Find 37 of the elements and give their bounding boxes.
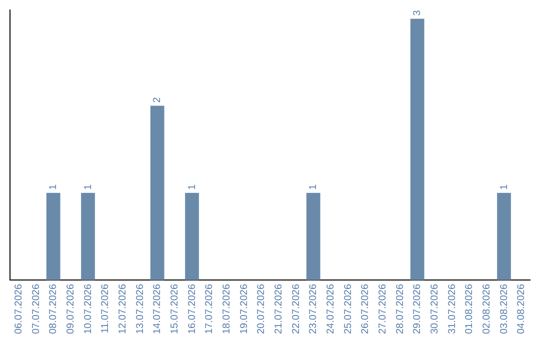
x-tick-label: 31.07.2026	[446, 284, 458, 334]
x-tick-label: 04.08.2026	[516, 284, 528, 334]
x-tick-label: 14.07.2026	[152, 284, 164, 334]
x-tick-label: 10.07.2026	[82, 284, 94, 334]
x-tick-label: 13.07.2026	[134, 284, 146, 334]
x-tick-label: 25.07.2026	[342, 284, 354, 334]
x-tick-label: 20.07.2026	[256, 284, 268, 334]
x-tick-label: 26.07.2026	[360, 284, 372, 334]
x-tick-label: 08.07.2026	[48, 284, 60, 334]
data-label: 1	[186, 184, 198, 190]
x-tick-label: 15.07.2026	[169, 284, 180, 334]
x-tick-label: 09.07.2026	[65, 284, 76, 334]
x-tick-label: 27.07.2026	[377, 284, 388, 334]
x-tick-label: 29.07.2026	[412, 284, 424, 334]
x-tick-label: 11.07.2026	[100, 284, 112, 334]
x-tick-label: 03.08.2026	[498, 284, 510, 334]
x-tick-label: 01.08.2026	[464, 284, 476, 334]
data-label: 1	[82, 184, 94, 190]
data-label: 1	[308, 184, 320, 190]
x-tick-label: 07.07.2026	[30, 284, 42, 334]
data-label: 2	[152, 96, 164, 103]
x-tick-label: 02.08.2026	[481, 284, 492, 334]
x-tick-label: 06.07.2026	[13, 284, 24, 334]
data-label: 3	[412, 10, 424, 16]
data-label: 1	[498, 184, 510, 190]
x-tick-label: 28.07.2026	[394, 284, 406, 334]
x-tick-label: 30.07.2026	[429, 284, 440, 334]
x-tick-label: 12.07.2026	[117, 284, 128, 334]
x-tick-label: 22.07.2026	[290, 284, 302, 334]
x-tick-label: 16.07.2026	[186, 284, 198, 334]
x-tick-label: 18.07.2026	[221, 284, 232, 334]
data-label: 1	[48, 184, 60, 190]
x-tick-label: 21.07.2026	[273, 284, 284, 334]
x-tick-label: 19.07.2026	[238, 284, 250, 334]
x-tick-label: 17.07.2026	[204, 284, 216, 334]
x-tick-label: 24.07.2026	[325, 284, 336, 334]
x-tick-label: 23.07.2026	[308, 284, 320, 334]
